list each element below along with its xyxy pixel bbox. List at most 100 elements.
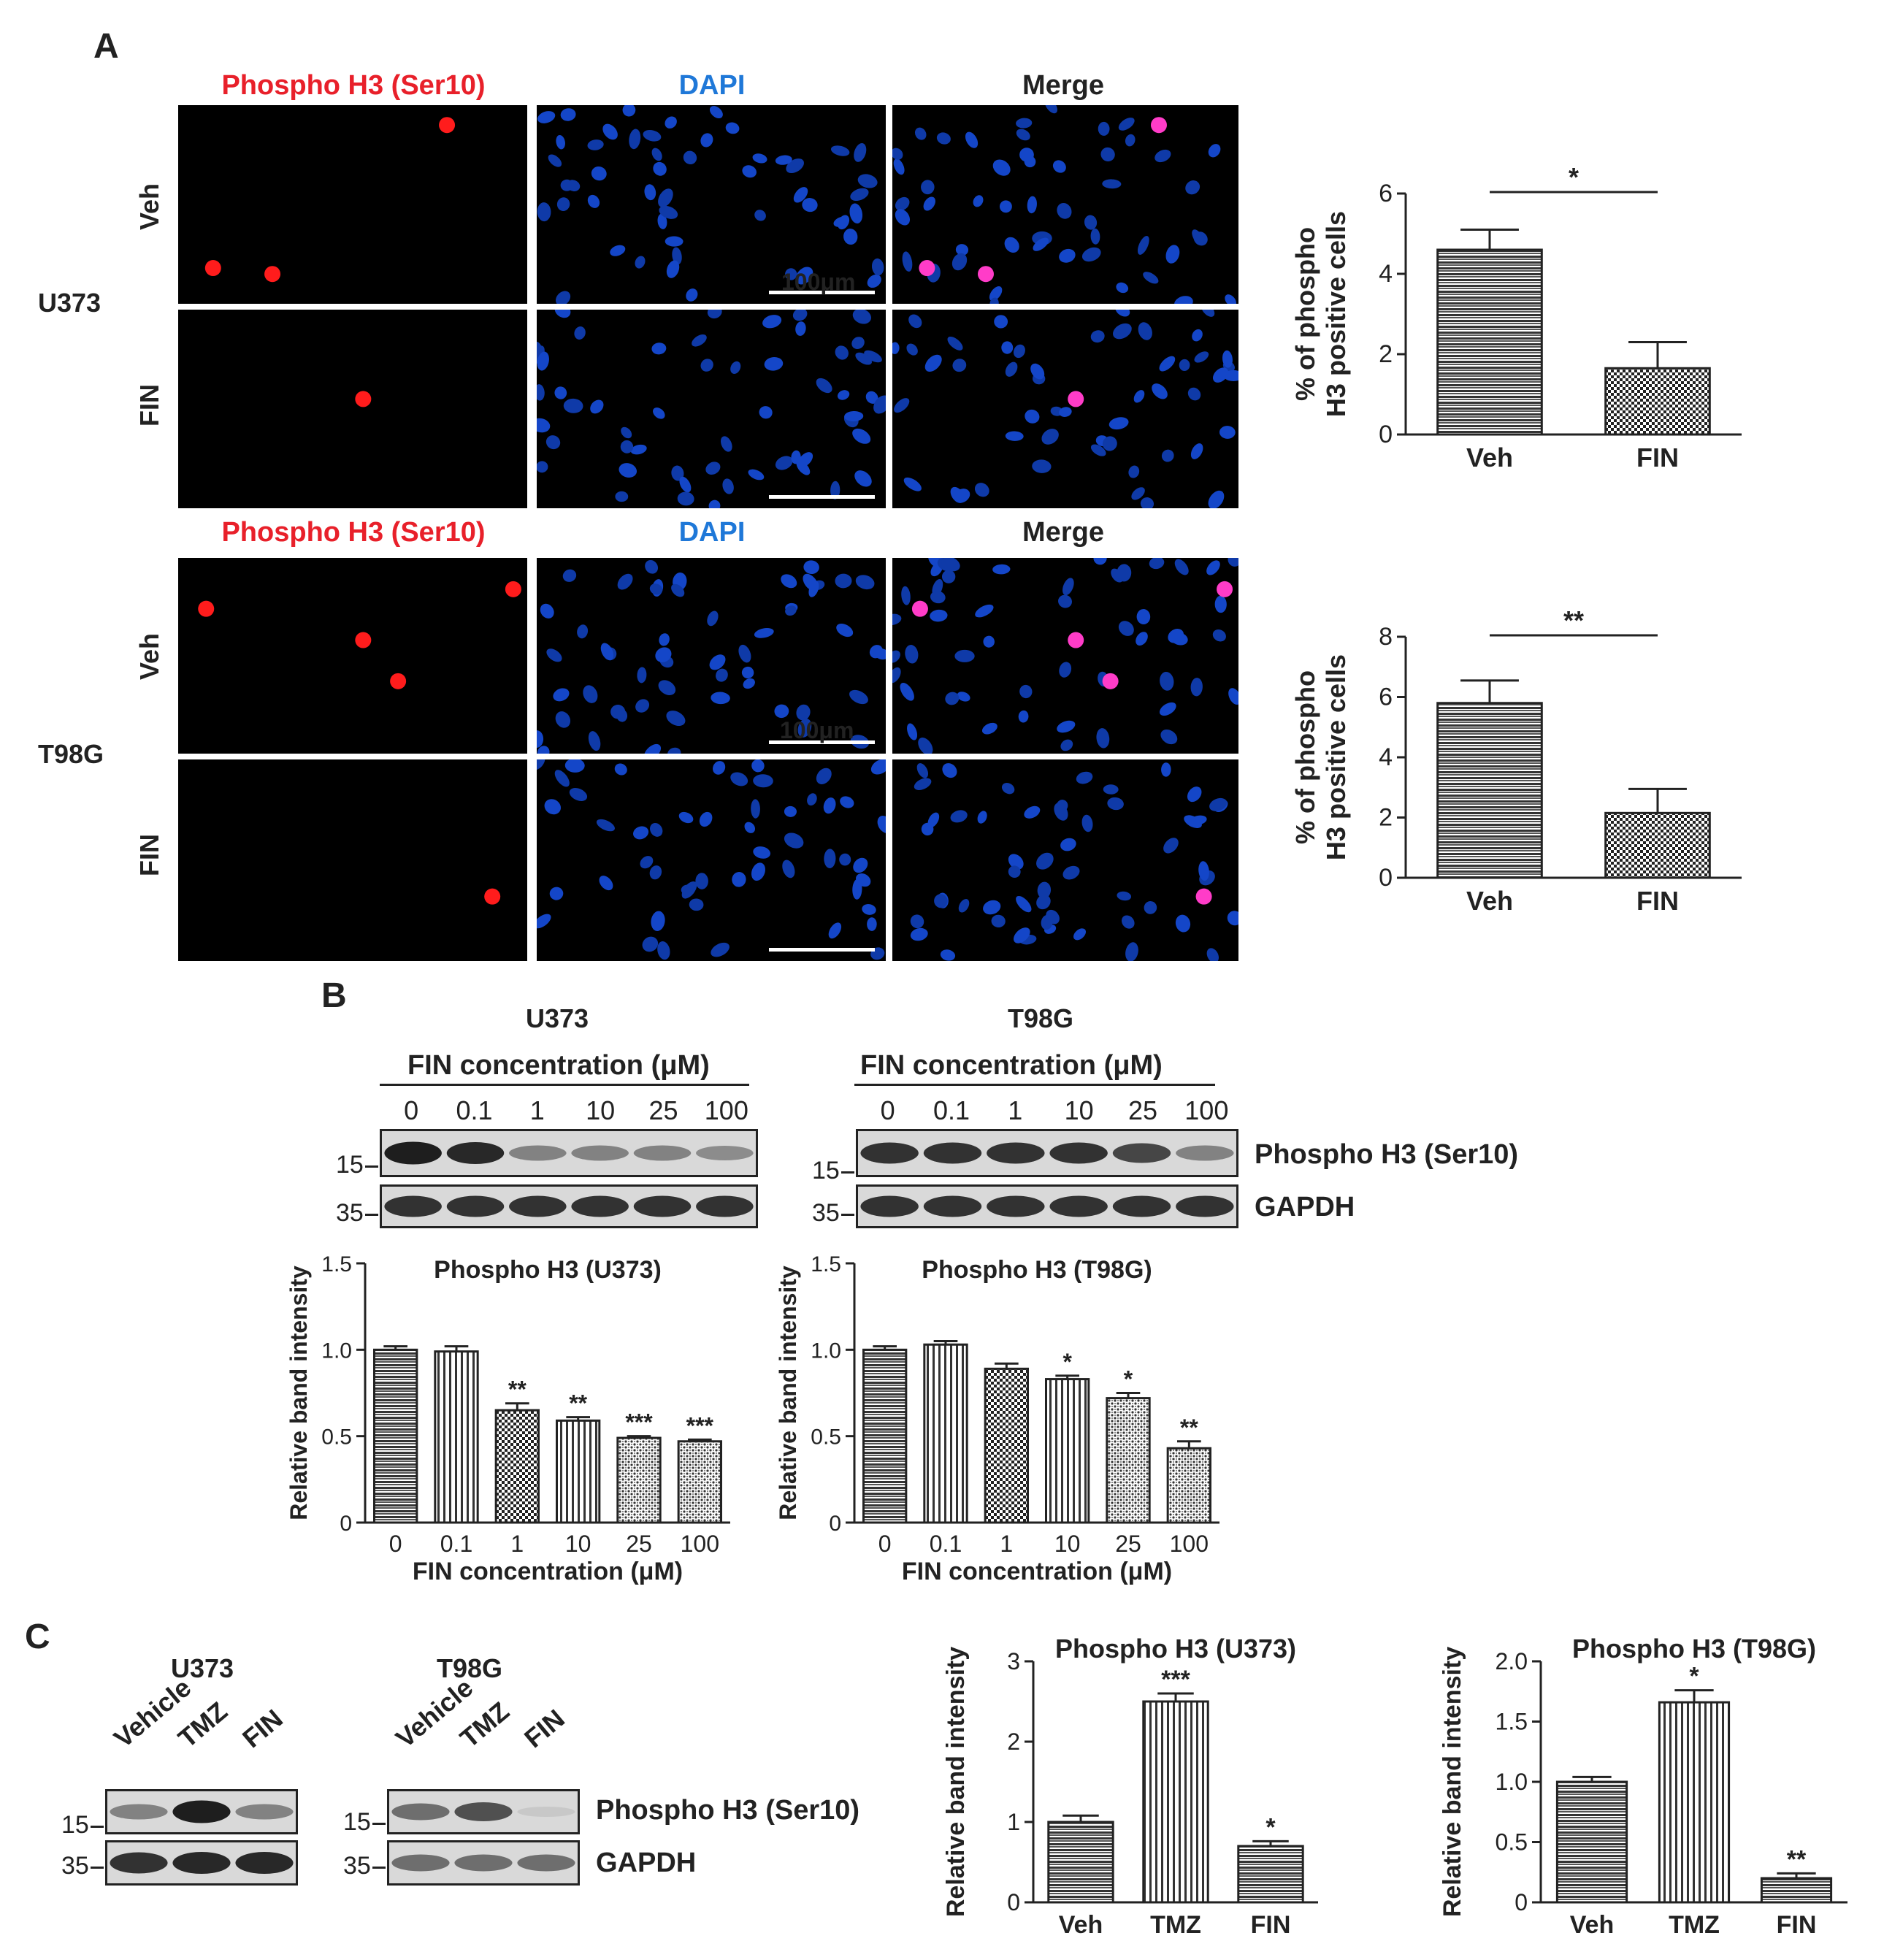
cell-line-label-u373: U373 <box>38 288 102 318</box>
nucleus <box>950 810 968 823</box>
nucleus <box>556 134 565 150</box>
nucleus <box>1037 881 1052 899</box>
lane-label: 0.1 <box>456 1095 493 1125</box>
nucleus <box>546 648 562 662</box>
bar <box>616 1436 662 1524</box>
nucleus <box>1052 160 1066 173</box>
bar <box>1045 1378 1090 1524</box>
nucleus <box>952 359 967 372</box>
nucleus <box>1192 229 1204 245</box>
nucleus <box>930 591 946 604</box>
bar <box>1760 1877 1833 1904</box>
nucleus <box>596 819 615 832</box>
y-tick-label: 0 <box>829 1512 841 1536</box>
nucleus <box>1076 771 1093 784</box>
x-tick-label: FIN <box>1636 443 1679 472</box>
x-tick-label: Veh <box>1466 886 1513 916</box>
nucleus <box>645 559 659 574</box>
significance-star: ** <box>508 1377 526 1403</box>
mw-marker-tick <box>372 1823 386 1825</box>
nucleus <box>1223 370 1244 381</box>
nucleus <box>554 303 571 318</box>
nucleus <box>649 583 663 595</box>
lane-label: 100 <box>1184 1095 1229 1125</box>
mw-marker-label: 35 <box>343 1852 371 1880</box>
micrograph-tile <box>892 759 1242 963</box>
nucleus <box>708 499 721 512</box>
nucleus <box>940 949 956 961</box>
nucleus <box>1118 118 1135 131</box>
nucleus <box>1190 443 1203 459</box>
nucleus <box>1212 629 1226 642</box>
blot-band <box>860 1142 919 1164</box>
nucleus <box>665 236 683 247</box>
nucleus <box>1131 487 1145 500</box>
chart-title: Phospho H3 (T98G) <box>922 1256 1152 1284</box>
bar <box>1658 1701 1731 1904</box>
nucleus <box>1008 865 1021 878</box>
y-tick-label: 2 <box>1379 340 1393 368</box>
lane-label: 100 <box>704 1095 748 1125</box>
nucleus <box>775 456 793 470</box>
y-tick-label: 0.5 <box>321 1425 352 1450</box>
chart-a-t98g: 0 2 4 6 8 Veh FIN ** % of phospho H3 positive cel… <box>1290 608 1742 916</box>
blot-band <box>1049 1142 1108 1164</box>
nucleus <box>921 822 934 836</box>
blot-gapdh-t98g <box>856 1184 1238 1228</box>
nucleus <box>1090 444 1106 456</box>
y-axis-label: Relative band intensity <box>775 1266 801 1520</box>
nucleus <box>974 483 989 497</box>
nucleus <box>569 787 588 801</box>
nucleus <box>1212 367 1229 383</box>
nucleus <box>1165 245 1180 264</box>
nucleus <box>651 911 665 931</box>
nucleus <box>1117 891 1132 901</box>
nucleus <box>905 645 919 664</box>
nucleus <box>620 440 634 453</box>
nucleus <box>941 570 956 583</box>
nucleus <box>764 356 784 371</box>
nucleus <box>1060 739 1073 751</box>
lane-label: 1 <box>529 1095 545 1125</box>
nucleus <box>1219 426 1236 439</box>
scale-bar <box>769 740 875 744</box>
nucleus <box>1016 895 1032 913</box>
x-tick-label: 10 <box>565 1531 591 1557</box>
blot-band <box>633 1145 692 1161</box>
nucleus <box>803 573 819 592</box>
x-tick-label: 25 <box>1115 1531 1141 1557</box>
bar <box>434 1350 479 1524</box>
nucleus <box>536 461 548 473</box>
y-axis-label: H3 positive cells <box>1321 654 1351 860</box>
bar <box>1142 1700 1209 1904</box>
blot-header-t98g: FIN concentration (μM) <box>860 1050 1163 1081</box>
chart-title: Phospho H3 (U373) <box>1055 1634 1296 1664</box>
mw-marker-tick <box>372 1867 386 1869</box>
nucleus <box>924 354 942 372</box>
nucleus <box>1143 272 1159 284</box>
y-tick-label: 0.5 <box>811 1425 841 1450</box>
y-tick-label: 0.5 <box>1496 1829 1528 1856</box>
bar <box>1237 1845 1304 1904</box>
cell-line-label-t98g: T98G <box>38 739 104 769</box>
bar <box>1604 811 1711 879</box>
nucleus <box>1030 363 1045 380</box>
nucleus <box>709 106 723 119</box>
y-tick-label: 6 <box>1379 684 1393 711</box>
nucleus <box>587 139 604 150</box>
nucleus <box>865 391 878 404</box>
nucleus <box>658 188 673 207</box>
blot-cell-line-t98g: T98G <box>437 1653 503 1683</box>
nucleus <box>622 103 636 117</box>
nucleus <box>1174 296 1193 310</box>
nucleus <box>795 267 813 285</box>
mitotic-cell <box>264 266 281 283</box>
nucleus <box>1194 351 1209 363</box>
nucleus <box>852 428 871 444</box>
nucleus <box>1136 609 1151 625</box>
channel-header-merge: Merge <box>1022 70 1104 101</box>
nucleus <box>797 718 812 738</box>
significance-star: ** <box>1787 1845 1807 1873</box>
nucleus <box>725 122 740 134</box>
nucleus <box>887 650 900 663</box>
